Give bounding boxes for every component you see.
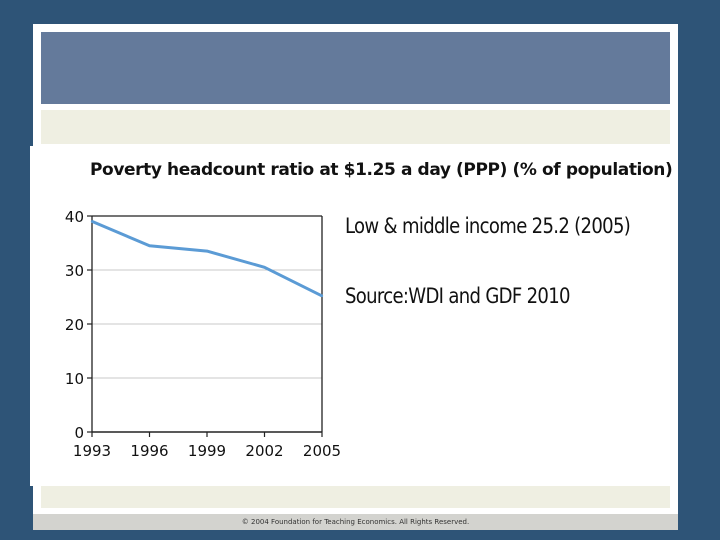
data-point (205, 249, 209, 253)
chart-figure: Poverty headcount ratio at $1.25 a day (… (30, 146, 676, 486)
note-source: Source:WDI and GDF 2010 (345, 284, 571, 308)
x-tick-label: 2005 (303, 442, 341, 460)
footer-copyright: © 2004 Foundation for Teaching Economics… (33, 514, 678, 530)
y-tick-label: 40 (65, 208, 84, 226)
y-tick-label: 30 (65, 262, 84, 280)
data-point (90, 220, 94, 223)
note-low-middle-income: Low & middle income 25.2 (2005) (345, 214, 631, 238)
series-line (91, 220, 323, 298)
data-point (263, 266, 266, 269)
data-point (148, 244, 151, 247)
y-tick-label: 0 (74, 424, 84, 442)
y-tick-label: 20 (65, 316, 84, 334)
x-tick-label: 1996 (130, 442, 168, 460)
chart-plot: 0 10 20 30 40 1993 1996 1999 2002 2005 (65, 208, 341, 460)
chart-title: Poverty headcount ratio at $1.25 a day (… (90, 160, 673, 180)
x-tick-label: 1993 (73, 442, 111, 460)
y-tick-label: 10 (65, 370, 84, 388)
x-tick-label: 1999 (188, 442, 226, 460)
x-tick-label: 2002 (245, 442, 283, 460)
slide-title-band (41, 32, 670, 104)
data-point (320, 294, 324, 298)
slide-bottom-band (41, 486, 670, 508)
slide-top-band (41, 110, 670, 144)
